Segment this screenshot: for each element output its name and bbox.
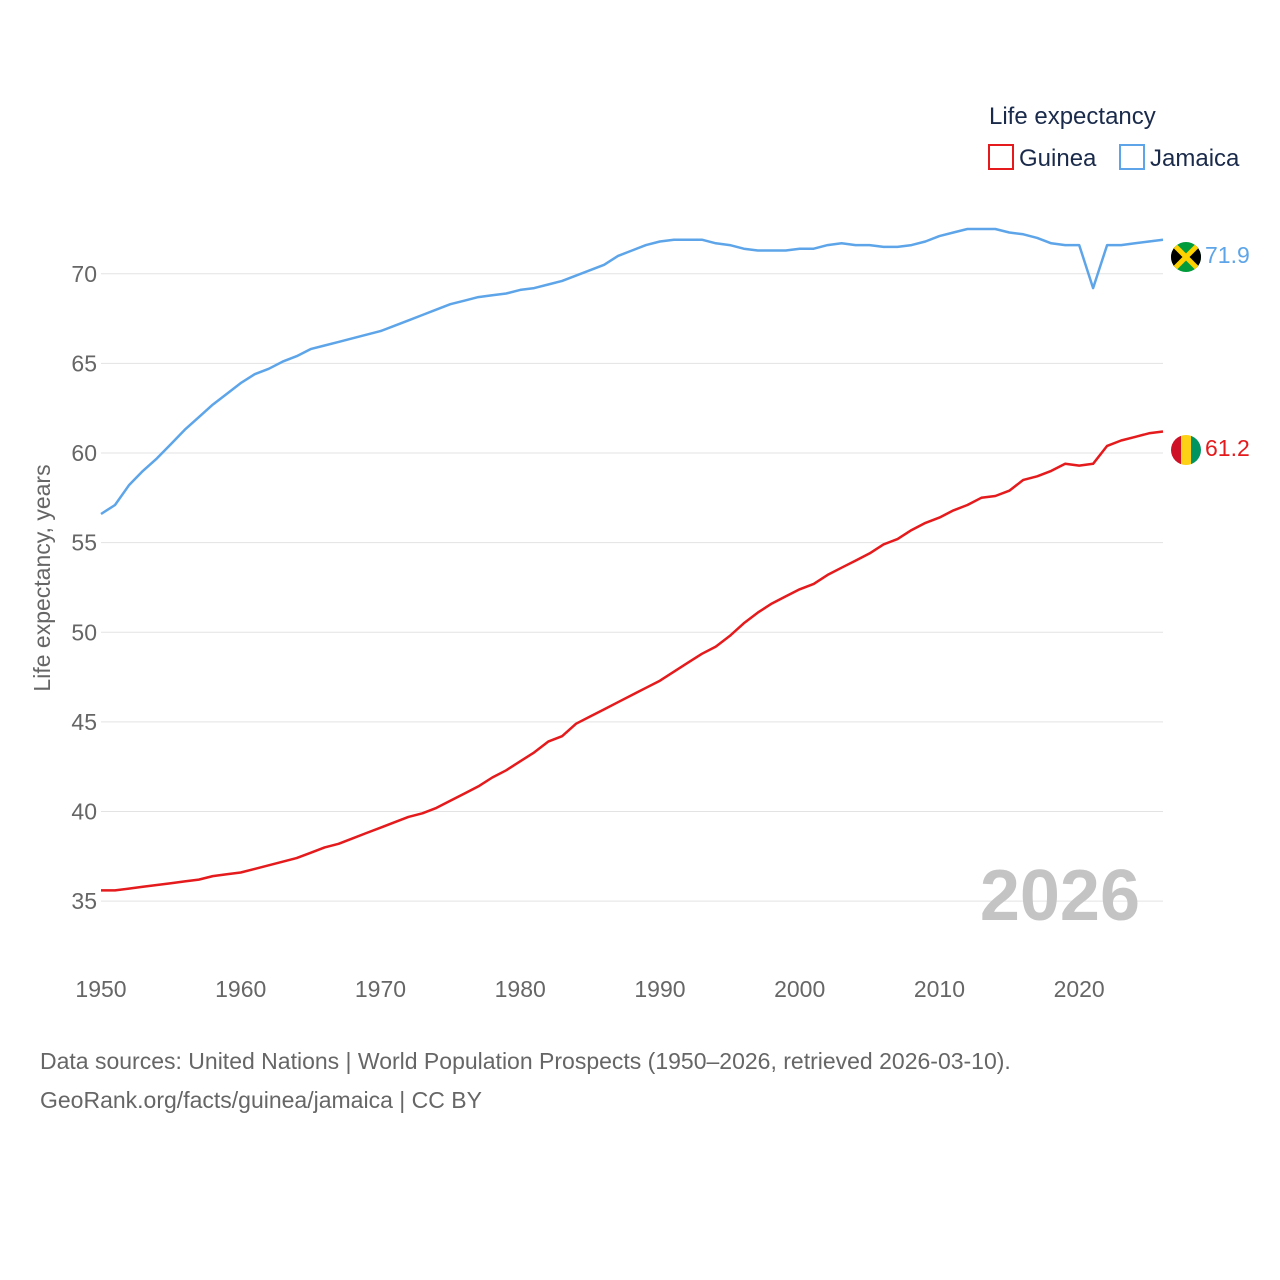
y-tick-label: 55	[71, 530, 97, 556]
guinea-flag-icon	[1171, 435, 1201, 465]
y-tick-label: 70	[71, 261, 97, 287]
legend-label-guinea[interactable]: Guinea	[1019, 145, 1097, 172]
x-tick-label: 2000	[774, 976, 825, 1002]
x-tick-label: 2010	[914, 976, 965, 1002]
legend-label-jamaica[interactable]: Jamaica	[1150, 145, 1240, 172]
y-tick-label: 40	[71, 799, 97, 825]
footer-sources: Data sources: United Nations | World Pop…	[40, 1042, 1240, 1120]
legend: Life expectancy Guinea Jamaica	[988, 103, 1240, 172]
legend-swatch-jamaica[interactable]	[1119, 144, 1145, 170]
y-tick-label: 65	[71, 350, 97, 376]
x-tick-label: 1950	[75, 976, 126, 1002]
legend-swatch-guinea[interactable]	[988, 144, 1014, 170]
y-tick-label: 45	[71, 709, 97, 735]
series-line-jamaica[interactable]	[100, 227, 1164, 516]
jamaica-end-value: 71.9	[1205, 242, 1250, 268]
y-tick-label: 60	[71, 440, 97, 466]
y-axis-title: Life expectancy, years	[29, 464, 55, 691]
footer-sources-line: Data sources: United Nations | World Pop…	[40, 1048, 1011, 1074]
jamaica-flag-icon	[1171, 242, 1201, 272]
x-tick-label: 1980	[495, 976, 546, 1002]
x-axis-ticks: 1950 1960 1970 1980 1990 2000 2010 2020	[75, 976, 1104, 1002]
x-tick-label: 1970	[355, 976, 406, 1002]
series-line-guinea[interactable]	[101, 430, 1164, 892]
x-tick-label: 2020	[1054, 976, 1105, 1002]
current-year-label: 2026	[980, 856, 1140, 936]
guinea-end-value: 61.2	[1205, 435, 1250, 461]
y-tick-label: 50	[71, 619, 97, 645]
series-lines	[100, 227, 1164, 892]
footer-license-line[interactable]: GeoRank.org/facts/guinea/jamaica | CC BY	[40, 1087, 482, 1113]
line-chart: 35 40 45 50 55 60 65 70 1950 1960 1970 1980 1990 200…	[29, 103, 1250, 1002]
legend-title: Life expectancy	[989, 103, 1156, 130]
x-tick-label: 1960	[215, 976, 266, 1002]
y-tick-label: 35	[71, 888, 97, 914]
x-tick-label: 1990	[634, 976, 685, 1002]
grid-lines	[101, 273, 1163, 902]
y-axis-ticks: 35 40 45 50 55 60 65 70	[71, 261, 97, 914]
